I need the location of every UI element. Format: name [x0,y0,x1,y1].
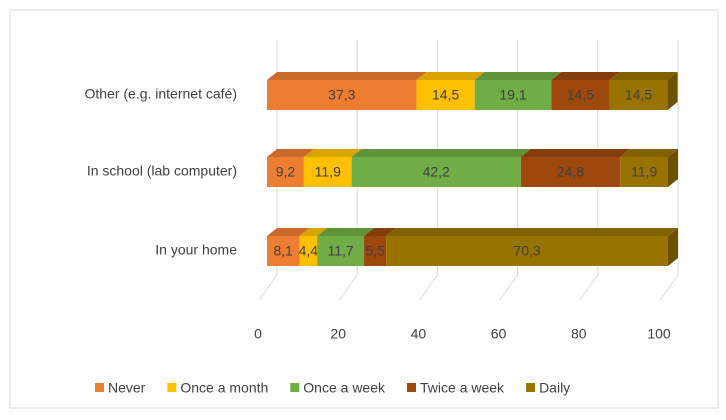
grid-line [338,40,358,301]
bar-top [317,228,375,236]
bar-top [351,149,531,157]
x-tick-label: 20 [330,326,346,342]
bar [474,80,552,110]
legend-swatch [407,383,417,392]
bar-top [609,72,678,80]
bar-top [267,72,427,80]
grid-line [418,40,438,301]
bar-top [386,228,678,236]
bar-side [668,149,678,187]
value-label: 14,5 [625,87,652,103]
bar-side [667,72,678,110]
bar [267,157,304,187]
grid-line [659,40,679,301]
grid-line [579,40,599,301]
value-label: 19,1 [499,87,526,103]
grid-line [499,40,519,301]
legend-swatch [167,383,177,392]
legend-label: Never [108,380,146,396]
legend-label: Once a week [303,380,386,396]
bar [620,157,668,187]
bar [299,236,318,266]
bar [267,236,300,266]
bar [317,236,365,266]
bar [303,157,352,187]
bar [416,80,475,110]
bar-top [620,149,678,157]
value-label: 4,4 [299,243,319,259]
x-tick-label: 100 [647,326,671,342]
bar-top [551,72,620,80]
bar-top [267,228,310,236]
bar-top [267,149,314,157]
value-label: 8,1 [274,243,294,259]
value-label: 11,9 [315,164,341,180]
bar-top [520,149,631,157]
value-label: 37,3 [328,87,355,103]
bar-top [364,228,397,236]
bar [364,236,387,266]
value-label: 24,8 [557,164,584,180]
bar [386,236,668,266]
y-tick-label: Other (e.g. internet café) [84,86,237,102]
value-label: 5,5 [365,243,385,259]
bar-top [416,72,485,80]
value-label: 11,9 [631,164,657,180]
bar [551,80,610,110]
legend-label: Once a month [180,380,268,396]
bar [351,157,521,187]
value-label: 14,5 [567,87,594,103]
x-tick-label: 60 [491,326,507,342]
bar [609,80,668,110]
legend-label: Daily [539,380,570,396]
legend-swatch [526,383,536,392]
bar [520,157,621,187]
x-tick-label: 80 [571,326,587,342]
legend-label: Twice a week [420,380,505,396]
chart-border [9,9,719,409]
grid-line [258,40,278,301]
bar-top [303,149,362,157]
x-tick-label: 40 [411,326,427,342]
bar-top [474,72,562,80]
value-label: 14,5 [432,87,459,103]
value-label: 9,2 [276,164,296,180]
y-tick-label: In school (lab computer) [87,163,237,179]
value-label: 11,7 [327,243,353,259]
bar [267,80,417,110]
bar-top [299,228,328,236]
bar-side [668,228,678,266]
y-tick-label: In your home [155,242,237,258]
legend-swatch [95,383,104,392]
x-tick-label: 0 [254,326,262,342]
legend-swatch [290,383,300,392]
value-label: 70,3 [513,243,540,259]
value-label: 42,2 [423,164,450,180]
